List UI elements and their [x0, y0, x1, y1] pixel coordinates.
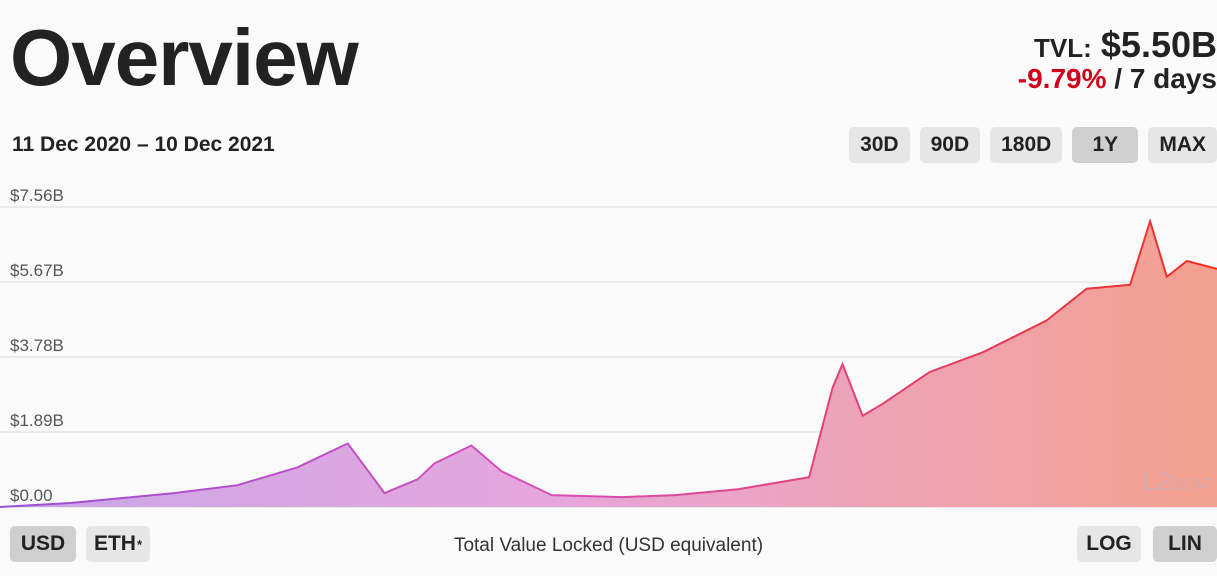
y-axis-labels: $7.56B $5.67B $3.78B $1.89B $0.00	[10, 186, 64, 505]
eth-button[interactable]: ETH *	[86, 526, 150, 562]
y-tick-label: $1.89B	[10, 411, 64, 430]
tvl-change-value: -9.79%	[1017, 62, 1107, 94]
range-button-30d[interactable]: 30D	[849, 127, 910, 163]
tvl-line: TVL: $5.50B	[1018, 26, 1217, 64]
range-button-90d[interactable]: 90D	[919, 127, 981, 163]
logo-mark: L2	[1142, 466, 1171, 496]
eth-footnote-mark: *	[136, 536, 143, 552]
log-button[interactable]: LOG	[1077, 526, 1141, 562]
range-button-max[interactable]: MAX	[1148, 127, 1217, 163]
usd-button[interactable]: USD	[10, 526, 76, 562]
tvl-area	[0, 221, 1217, 508]
chart-caption: Total Value Locked (USD equivalent)	[453, 535, 764, 556]
eth-label: ETH	[93, 532, 136, 555]
tvl-change-line: -9.79% / 7 days	[1018, 64, 1217, 93]
tvl-value: $5.50B	[1100, 24, 1217, 65]
y-tick-label: $7.56B	[10, 186, 64, 205]
tvl-label: TVL:	[1033, 33, 1092, 63]
range-button-180d[interactable]: 180D	[990, 127, 1063, 163]
lin-button[interactable]: LIN	[1153, 526, 1217, 562]
y-tick-label: $3.78B	[10, 336, 64, 355]
y-tick-label: $5.67B	[10, 261, 64, 280]
date-range: 11 Dec 2020 – 10 Dec 2021	[12, 133, 275, 156]
scale-toggle: LOG LIN	[1077, 526, 1217, 562]
y-tick-label: $0.00	[10, 486, 53, 505]
tvl-line	[0, 217, 1217, 508]
logo-text: BEAT	[1169, 475, 1213, 494]
l2beat-logo: L2BEAT	[1143, 466, 1213, 497]
tvl-summary: TVL: $5.50B -9.79% / 7 days	[1018, 26, 1217, 93]
range-button-1y[interactable]: 1Y	[1072, 127, 1139, 163]
tvl-chart-svg: $7.56B $5.67B $3.78B $1.89B $0.00	[0, 186, 1217, 508]
unit-toggle: USD ETH *	[10, 526, 150, 562]
page-title: Overview	[10, 13, 359, 102]
range-selector: 30D 90D 180D 1Y MAX	[849, 127, 1217, 163]
tvl-chart: $7.56B $5.67B $3.78B $1.89B $0.00	[0, 180, 1217, 510]
tvl-change-period: / 7 days	[1114, 62, 1217, 94]
